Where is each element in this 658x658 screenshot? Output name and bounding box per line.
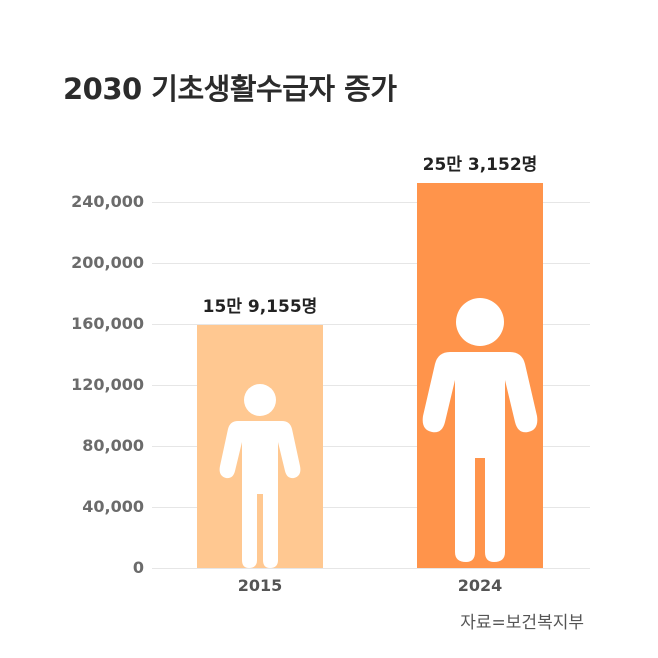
chart-title: 2030 기초생활수급자 증가 (63, 72, 397, 106)
gridline-240000 (152, 202, 590, 203)
bar-value-label-2024: 25만 3,152명 (422, 155, 538, 175)
y-tick-label: 240,000 (71, 192, 144, 211)
person-icon (422, 298, 538, 562)
x-tick-label-2015: 2015 (237, 576, 283, 595)
bar-value-label-2015: 15만 9,155명 (202, 297, 318, 317)
y-tick-label: 80,000 (82, 436, 144, 455)
y-tick-label: 120,000 (71, 375, 144, 394)
y-tick-label: 0 (132, 558, 144, 577)
gridline-120000 (152, 385, 590, 386)
gridline-0 (152, 568, 590, 569)
y-tick-label: 160,000 (71, 314, 144, 333)
y-tick-label: 40,000 (82, 497, 144, 516)
source-note: 자료=보건복지부 (460, 613, 584, 633)
x-tick-label-2024: 2024 (457, 576, 503, 595)
gridline-200000 (152, 263, 590, 264)
y-tick-label: 200,000 (71, 253, 144, 272)
gridline-80000 (152, 446, 590, 447)
gridline-40000 (152, 507, 590, 508)
gridline-160000 (152, 324, 590, 325)
person-icon (219, 384, 301, 568)
